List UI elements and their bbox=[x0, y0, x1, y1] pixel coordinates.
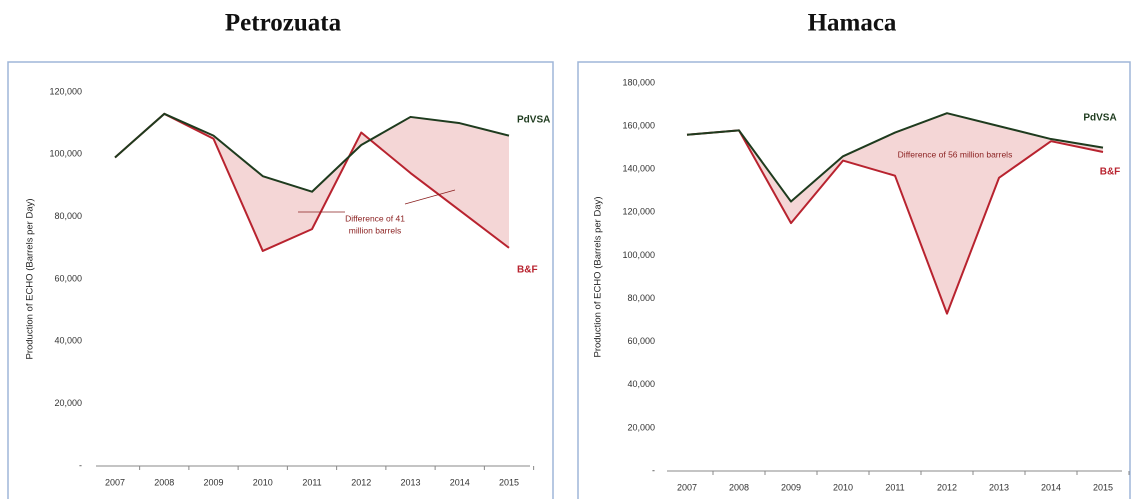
chart-title: Hamaca bbox=[808, 10, 897, 37]
x-tick-label: 2008 bbox=[729, 482, 749, 492]
y-tick-label: 100,000 bbox=[622, 250, 655, 260]
y-tick-label: 100,000 bbox=[49, 149, 82, 159]
y-tick-label: 120,000 bbox=[622, 207, 655, 217]
y-tick-label: - bbox=[652, 465, 655, 475]
series-label: PdVSA bbox=[517, 114, 550, 125]
y-axis-label: Production of ECHO (Barrels per Day) bbox=[25, 198, 36, 359]
x-tick-label: 2011 bbox=[302, 477, 321, 487]
y-tick-label: 40,000 bbox=[627, 379, 655, 389]
y-tick-label: 80,000 bbox=[54, 211, 82, 221]
x-tick-label: 2008 bbox=[154, 477, 174, 487]
x-tick-label: 2011 bbox=[885, 482, 904, 492]
panel-frame bbox=[7, 61, 554, 499]
annotation-leader bbox=[404, 189, 456, 205]
y-tick-label: 20,000 bbox=[54, 398, 82, 408]
series-label: PdVSA bbox=[1083, 112, 1116, 123]
y-tick-label: 180,000 bbox=[622, 77, 655, 87]
x-tick-label: 2009 bbox=[781, 482, 801, 492]
annotation: Difference of 56 million barrels bbox=[898, 149, 1013, 159]
y-tick-label: 120,000 bbox=[49, 86, 82, 96]
annotation: Difference of 41 bbox=[345, 213, 405, 223]
x-tick-label: 2014 bbox=[1041, 482, 1061, 492]
y-axis-label: Production of ECHO (Barrels per Day) bbox=[593, 196, 604, 357]
annotation: million barrels bbox=[349, 225, 401, 235]
panel-frame bbox=[577, 61, 1131, 499]
y-tick-label: 160,000 bbox=[622, 120, 655, 130]
series-label: B&F bbox=[517, 264, 538, 275]
series-line bbox=[686, 129, 1104, 315]
x-tick-label: 2014 bbox=[450, 477, 470, 487]
x-tick-label: 2015 bbox=[499, 477, 519, 487]
x-tick-label: 2012 bbox=[937, 482, 957, 492]
x-tick-label: 2007 bbox=[677, 482, 697, 492]
chart-title: Petrozuata bbox=[225, 10, 342, 37]
x-tick-label: 2012 bbox=[351, 477, 371, 487]
series-line bbox=[114, 112, 510, 193]
difference-area bbox=[687, 113, 1103, 314]
y-tick-label: 60,000 bbox=[54, 273, 82, 283]
y-tick-label: 60,000 bbox=[627, 336, 655, 346]
y-tick-label: 140,000 bbox=[622, 164, 655, 174]
y-tick-label: 20,000 bbox=[627, 422, 655, 432]
x-tick-label: 2010 bbox=[833, 482, 853, 492]
x-tick-label: 2015 bbox=[1093, 482, 1113, 492]
difference-area bbox=[115, 113, 509, 251]
y-tick-label: 40,000 bbox=[54, 336, 82, 346]
x-tick-label: 2009 bbox=[203, 477, 223, 487]
x-tick-label: 2013 bbox=[400, 477, 420, 487]
series-line bbox=[686, 112, 1104, 203]
series-label: B&F bbox=[1100, 167, 1121, 178]
x-tick-label: 2007 bbox=[105, 477, 125, 487]
x-tick-label: 2010 bbox=[253, 477, 273, 487]
x-tick-label: 2013 bbox=[989, 482, 1009, 492]
y-tick-label: 80,000 bbox=[627, 293, 655, 303]
y-tick-label: - bbox=[79, 460, 82, 470]
